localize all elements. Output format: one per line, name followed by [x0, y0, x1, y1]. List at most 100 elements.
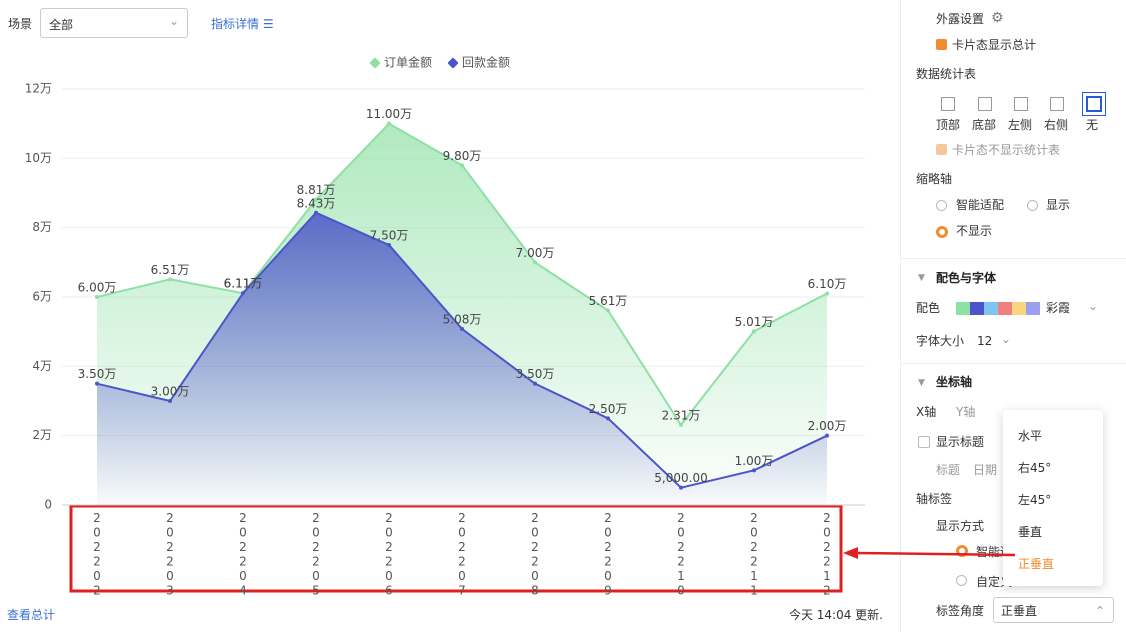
point: [825, 291, 829, 296]
exposure-title: 外露设置: [936, 12, 985, 26]
chevron[interactable]: ⌄: [1001, 332, 1012, 346]
display-mode: 显示方式: [936, 519, 985, 533]
value-label: 3.50万: [516, 367, 555, 381]
y-tick-label: 2万: [32, 428, 52, 442]
title-option: 日期: [973, 463, 998, 477]
value-label: 3.00万: [151, 385, 190, 399]
value-label: 5,000.00: [654, 471, 707, 485]
point: [533, 381, 537, 386]
collapse-arrow[interactable]: ▼: [918, 273, 925, 283]
swatch: [998, 302, 1012, 315]
legend-label: 订单金额: [384, 55, 432, 70]
divider: [901, 258, 1126, 259]
checkbox[interactable]: [936, 39, 947, 50]
chart: 0 2万 4万 6万 8万 10万 12万 202202 202203 202204 202205 2…: [25, 55, 865, 598]
updated-time: 今天 14:04 更新.: [788, 608, 883, 622]
chevron[interactable]: ⌄: [1088, 299, 1099, 313]
legend-label: 回款金额: [462, 55, 510, 70]
highlight-box: [69, 504, 843, 593]
y-tick-label: 6万: [32, 290, 52, 304]
collapse-arrow[interactable]: ▼: [918, 378, 925, 388]
value-label: 6.10万: [808, 277, 847, 291]
position-label: 底部: [972, 118, 997, 132]
title-option: 标题: [936, 463, 961, 477]
thumb-option: 显示: [1046, 198, 1071, 212]
legend-marker: [369, 57, 381, 69]
x-tick-label: 202206: [382, 511, 396, 598]
point: [460, 163, 464, 168]
gear-icon[interactable]: ⚙: [991, 10, 1004, 26]
scene-select[interactable]: 全部 ⌄: [40, 8, 188, 38]
font-size-value[interactable]: 12: [977, 334, 993, 348]
detail-link[interactable]: 指标详情 ☰: [211, 17, 274, 31]
axis-tab[interactable]: X轴: [916, 405, 937, 419]
point: [387, 243, 391, 247]
axis-label-title: 轴标签: [916, 492, 953, 506]
angle-value: 正垂直: [1001, 604, 1038, 618]
point: [95, 381, 99, 386]
point: [679, 422, 683, 427]
point: [533, 260, 537, 265]
point: [314, 210, 318, 215]
radio[interactable]: [956, 575, 967, 586]
point: [95, 295, 99, 299]
icon-right[interactable]: [1050, 97, 1064, 111]
dropdown-option[interactable]: 水平: [1018, 429, 1043, 443]
legend-marker: [447, 57, 459, 69]
value-label: 5.61万: [589, 294, 628, 308]
y-tick-label: 12万: [25, 82, 52, 96]
value-label: 5.01万: [735, 315, 774, 329]
swatch: [970, 302, 984, 315]
position-label: 左侧: [1008, 118, 1033, 132]
swatch: [956, 302, 970, 315]
value-label: 9.80万: [443, 149, 482, 163]
point: [679, 485, 683, 490]
dropdown-option[interactable]: 垂直: [1018, 525, 1043, 539]
radio[interactable]: [956, 545, 968, 557]
point: [241, 291, 245, 296]
dropdown-option[interactable]: 左45°: [1018, 493, 1052, 507]
value-label: 6.00万: [78, 281, 117, 295]
point: [460, 326, 464, 331]
value-label: 8.43万: [297, 196, 336, 210]
point: [606, 308, 610, 313]
dropdown-option[interactable]: 正垂直: [1018, 557, 1055, 571]
checkbox[interactable]: [918, 436, 930, 448]
x-tick-label: 202212: [820, 511, 834, 598]
chevron: ⌄: [168, 14, 179, 28]
x-tick-label: 202203: [163, 511, 177, 598]
value-label: 2.31万: [662, 408, 701, 422]
icon-top[interactable]: [941, 97, 955, 111]
point: [752, 468, 756, 473]
value-label: 5.08万: [443, 312, 482, 326]
stat-table-title: 数据统计表: [916, 67, 977, 81]
detail-link-text: 指标详情: [211, 17, 260, 31]
dropdown-option[interactable]: 右45°: [1018, 461, 1052, 475]
swatch: [1012, 302, 1026, 315]
icon-left[interactable]: [1014, 97, 1028, 111]
angle-select[interactable]: 正垂直 ⌃: [993, 597, 1114, 623]
position-label: 右侧: [1044, 118, 1069, 132]
y-tick-label: 8万: [32, 220, 52, 234]
point: [168, 399, 172, 403]
y-tick-label: 10万: [25, 151, 52, 165]
axis-title: 坐标轴: [936, 375, 973, 389]
icon-none[interactable]: [1082, 92, 1106, 116]
icon-bottom[interactable]: [978, 97, 992, 111]
total-link[interactable]: 查看总计: [7, 608, 56, 622]
label-angle: 标签角度: [936, 604, 985, 618]
scene-value: 全部: [49, 18, 74, 32]
point: [752, 329, 756, 334]
card-no-table: 卡片态不显示统计表: [952, 143, 1061, 157]
radio[interactable]: [1027, 200, 1038, 211]
value-label: 8.81万: [297, 183, 336, 197]
value-label: 7.50万: [370, 229, 409, 243]
radio[interactable]: [936, 226, 948, 238]
axis-tab[interactable]: Y轴: [956, 405, 976, 419]
x-tick-label: 202210: [674, 511, 688, 598]
value-label: 6.51万: [151, 263, 190, 277]
x-tick-label: 202208: [528, 511, 542, 598]
font-size-label: 字体大小: [916, 334, 965, 348]
swatch: [984, 302, 998, 315]
radio[interactable]: [936, 200, 947, 211]
